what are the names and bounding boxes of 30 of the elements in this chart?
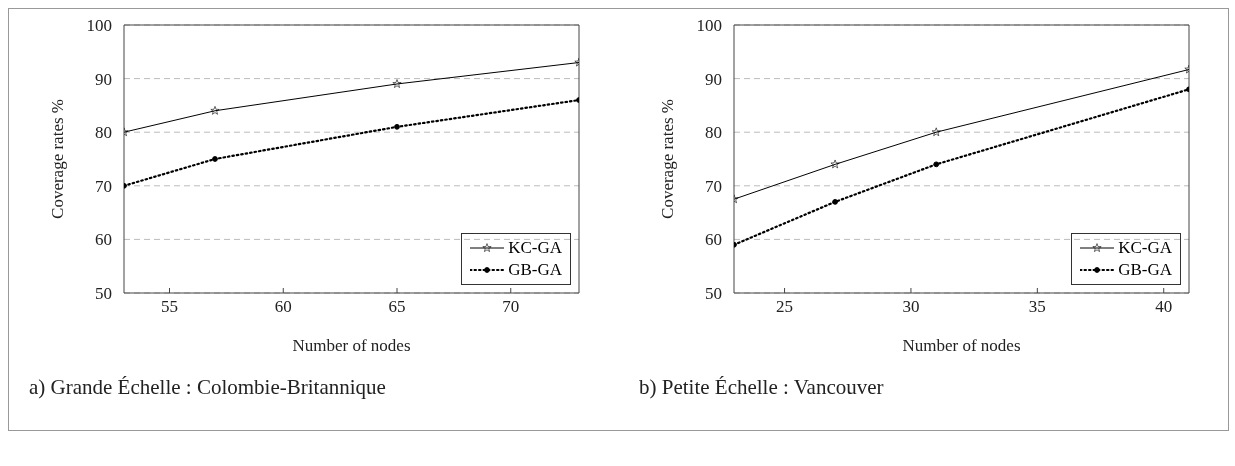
- x-axis-title: Number of nodes: [292, 336, 411, 355]
- y-tick-label: 60: [705, 230, 722, 250]
- y-tick-label: 80: [95, 123, 112, 143]
- x-tick-label: 70: [502, 297, 520, 317]
- text: a) Grande Échelle : Colombie-Britannique: [28, 375, 387, 400]
- x-tick-label: 40: [1155, 297, 1173, 317]
- legend-label: KC-GA: [508, 237, 562, 259]
- y-tick-label: 60: [95, 230, 112, 250]
- x-axis-title: Number of nodes: [902, 336, 1021, 355]
- y-tick-label: 50: [705, 284, 722, 304]
- text: b) Petite Échelle : Vancouver: [638, 375, 885, 400]
- legend-label: KC-GA: [1118, 237, 1172, 259]
- y-tick-label: 50: [95, 284, 112, 304]
- x-tick-label: 30: [902, 297, 920, 317]
- y-tick-label: 70: [95, 176, 112, 196]
- y-tick-label: 90: [95, 69, 112, 89]
- legend-label: GB-GA: [1118, 259, 1172, 281]
- x-tick-label: 55: [161, 297, 178, 317]
- y-tick-label: 80: [705, 123, 722, 143]
- x-tick-label: 65: [388, 297, 406, 317]
- x-tick-label: 60: [274, 297, 292, 317]
- y-tick-label: 100: [86, 16, 112, 36]
- y-tick-label: 90: [705, 69, 722, 89]
- x-tick-label: 25: [776, 297, 794, 317]
- y-tick-label: 70: [705, 176, 722, 196]
- y-axis-title: Coverage rates %: [48, 99, 68, 219]
- y-tick-label: 100: [696, 16, 722, 36]
- legend-label: GB-GA: [508, 259, 562, 281]
- x-tick-label: 35: [1028, 297, 1046, 317]
- y-axis-title: Coverage rates %: [658, 99, 678, 219]
